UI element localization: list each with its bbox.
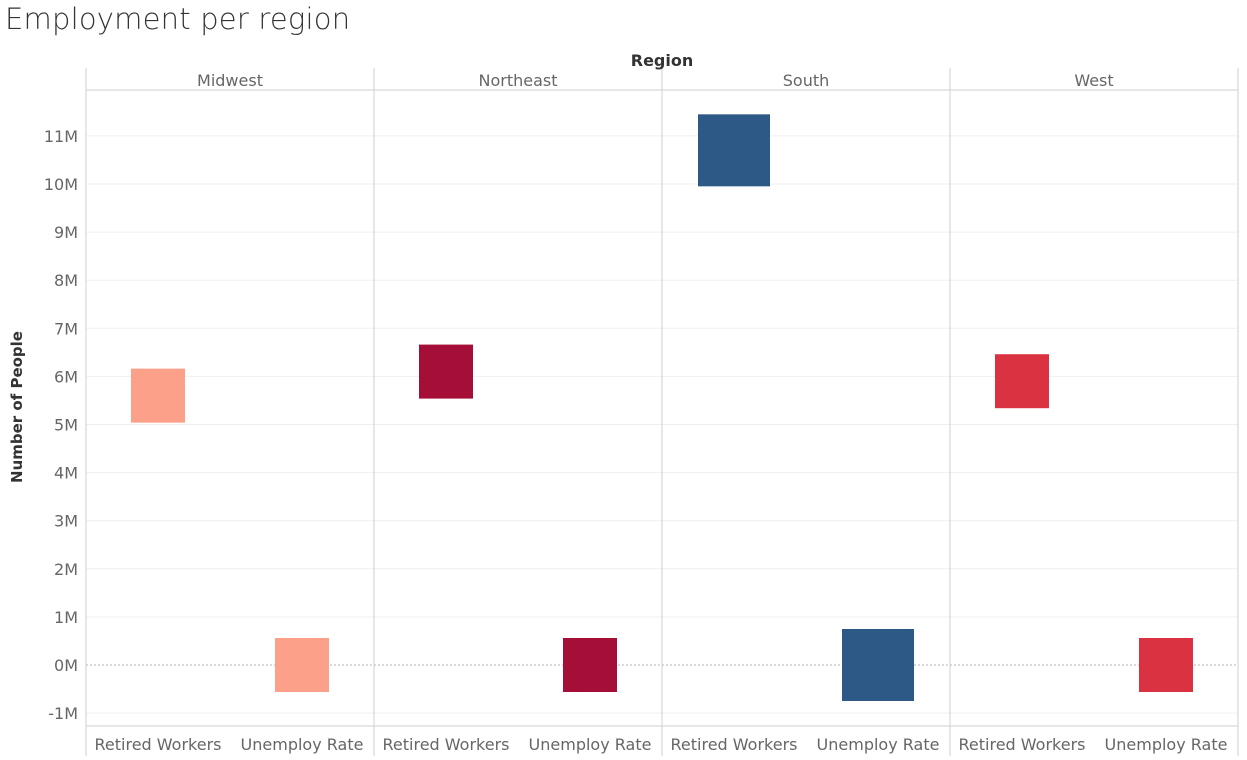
square-mark-south-retired-workers xyxy=(698,114,770,187)
y-tick-label: 6M xyxy=(54,367,78,386)
x-axis-categories: Retired Workers Unemploy Rate Retired Work… xyxy=(95,735,1228,754)
panel-header-south: South xyxy=(783,71,830,90)
square-mark-midwest-unemploy-rate xyxy=(275,638,329,692)
square-mark-west-retired-workers xyxy=(995,354,1049,409)
y-axis-title: Number of People xyxy=(8,331,26,483)
y-axis: -1M 0M 1M 2M 3M 4M 5M 6M 7M 8M 9M 10M 11M xyxy=(44,127,78,723)
y-tick-label: 4M xyxy=(54,464,78,483)
chart-marks xyxy=(131,114,1193,701)
square-mark-northeast-retired-workers xyxy=(419,344,473,399)
square-mark-west-unemploy-rate xyxy=(1139,638,1193,692)
category-label: Unemploy Rate xyxy=(817,735,940,754)
column-header-title: Region xyxy=(631,51,694,70)
y-tick-label: 7M xyxy=(54,319,78,338)
category-label: Retired Workers xyxy=(95,735,222,754)
panel-header-west: West xyxy=(1074,71,1113,90)
y-tick-label: 2M xyxy=(54,560,78,579)
square-mark-midwest-retired-workers xyxy=(131,368,185,423)
y-tick-label: 1M xyxy=(54,608,78,627)
y-tick-label: -1M xyxy=(48,704,78,723)
chart-title: Employment per region xyxy=(5,2,351,36)
panel-frame xyxy=(85,68,1239,756)
square-mark-south-unemploy-rate xyxy=(842,629,914,701)
y-tick-label: 11M xyxy=(44,127,78,146)
category-label: Retired Workers xyxy=(959,735,1086,754)
y-tick-label: 10M xyxy=(44,175,78,194)
y-tick-label: 0M xyxy=(54,656,78,675)
category-label: Retired Workers xyxy=(383,735,510,754)
panel-header-northeast: Northeast xyxy=(478,71,557,90)
y-tick-label: 8M xyxy=(54,271,78,290)
y-tick-label: 9M xyxy=(54,223,78,242)
y-tick-label: 5M xyxy=(54,416,78,435)
category-label: Retired Workers xyxy=(671,735,798,754)
square-mark-northeast-unemploy-rate xyxy=(563,638,617,692)
category-label: Unemploy Rate xyxy=(1105,735,1228,754)
panel-header-midwest: Midwest xyxy=(197,71,263,90)
y-tick-label: 3M xyxy=(54,512,78,531)
panel-headers: Region Midwest Northeast South West xyxy=(197,51,1114,90)
category-label: Unemploy Rate xyxy=(529,735,652,754)
category-label: Unemploy Rate xyxy=(241,735,364,754)
